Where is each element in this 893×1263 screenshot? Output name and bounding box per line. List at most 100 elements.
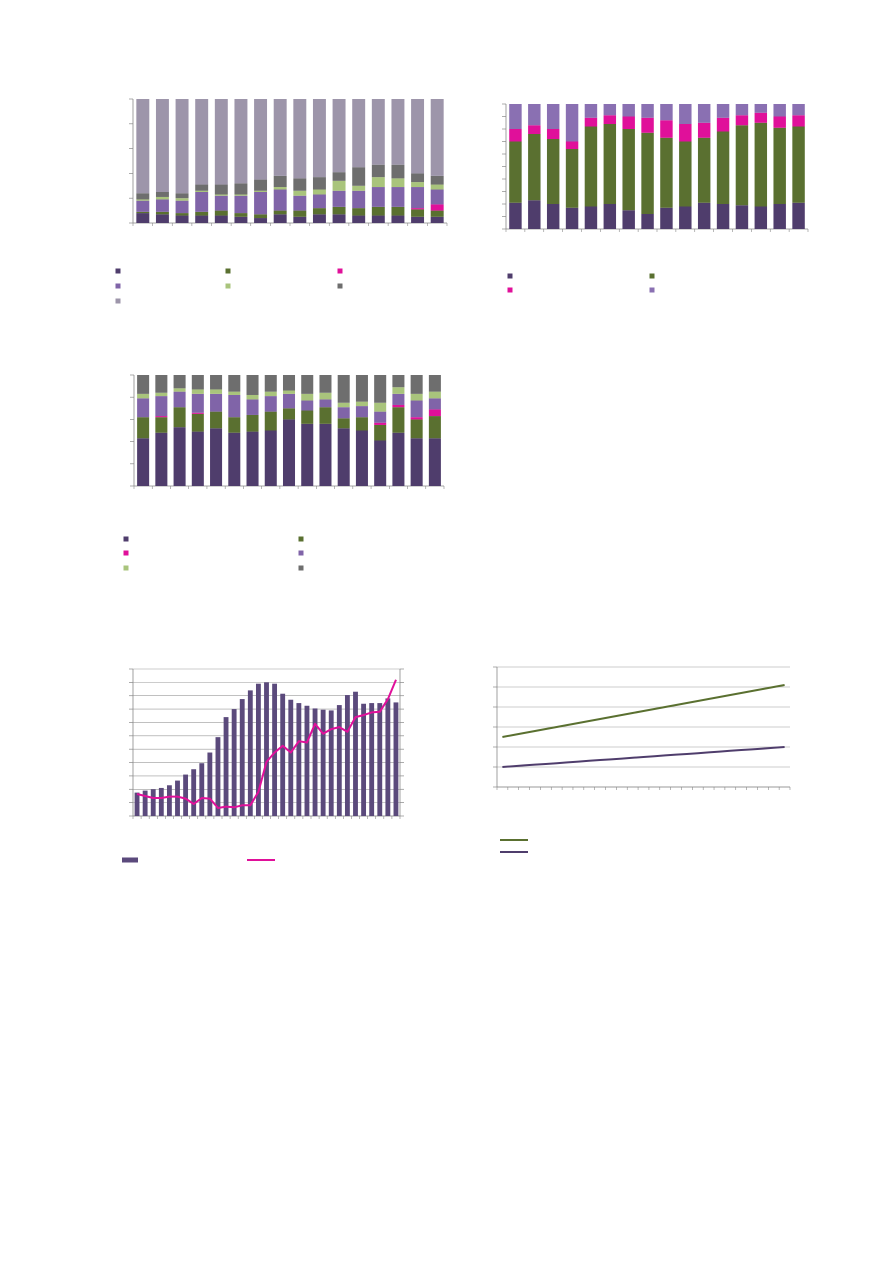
bar-segment [273,99,287,176]
bar-segment [136,193,150,200]
bar-segment [246,431,259,486]
bar-segment [293,210,307,217]
bar-segment [622,116,635,129]
bar-segment [754,104,768,113]
bar-segment [411,208,425,210]
legend-marker [298,550,304,556]
bar-segment [565,149,579,208]
bar-segment [660,207,673,229]
bar-segment [282,408,296,420]
bar-segment [679,206,692,229]
bar-segment [411,173,425,183]
bar-segment [155,432,168,486]
bar-segment [355,430,368,486]
bar-segment [697,202,711,229]
bar-segment [392,432,405,486]
bar-segment [228,375,241,392]
bar-segment [136,199,150,201]
bar-segment [319,392,332,400]
bar-segment [173,407,186,428]
bar-segment [155,417,168,433]
bar [369,703,375,816]
bar [150,789,156,816]
bar-segment [234,195,248,214]
bar-segment [282,390,296,394]
bar-segment [773,104,786,117]
bar-segment [546,104,560,129]
bar-segment [173,375,186,389]
bar [183,774,189,816]
bar-segment [355,417,368,431]
bar-segment [584,206,598,229]
bar-segment [293,195,307,211]
bar-segment [155,375,168,393]
bar-segment [210,411,223,429]
bar-segment [716,117,730,132]
bar-segment [254,190,268,192]
bar-segment [273,187,287,190]
bar-segment [528,125,541,134]
bar-segment [410,419,423,439]
bar-segment [137,375,150,394]
bar-segment [352,167,366,186]
line [136,679,397,809]
bar-segment [175,193,189,199]
bar [296,703,302,816]
bar-segment [352,99,366,168]
bar-segment [428,398,441,410]
bar-segment [754,122,768,207]
bar-segment [319,423,332,486]
bar-segment [410,417,423,420]
bar-segment [155,392,168,397]
bar-segment [584,104,598,118]
bar-segment [371,187,385,207]
bar-segment [228,391,241,395]
bar-segment [374,440,387,486]
bar-segment [234,213,248,217]
bar [393,702,399,816]
bar [231,709,237,816]
bar-segment [371,215,385,223]
legend-marker [649,287,655,293]
bar-segment [410,400,423,418]
bar-segment [641,214,654,229]
bar-segment [228,417,241,433]
bar-segment [312,189,326,195]
bar-segment [374,424,387,441]
bar-segment [337,428,350,486]
bar-segment [195,190,209,192]
bar-segment [410,375,423,394]
bar-segment [195,184,209,191]
bar-segment [246,375,259,395]
bar-segment [410,393,423,401]
bar-segment [622,104,635,117]
bar-segment [175,198,189,201]
bar-segment [136,200,150,212]
bar-segment [430,210,444,217]
bar-segment [136,213,150,223]
bar-segment [191,393,204,413]
bar-segment [273,189,287,211]
bar-segment [430,175,444,185]
bar-segment [660,104,673,121]
bar-segment [155,396,168,417]
bar-segment [332,190,346,207]
bar-segment [528,134,541,201]
bar [353,691,358,816]
bar-segment [428,391,441,399]
bar-segment [332,172,346,181]
bar [166,785,172,816]
bar-segment [660,120,673,138]
bar-segment [234,183,248,195]
bar-segment [411,182,425,188]
bar-segment [660,137,673,208]
bar-segment [371,164,385,178]
bar-segment [773,127,786,204]
legend-marker [337,283,343,289]
bar-segment [264,411,277,431]
bar-segment [603,204,617,229]
bar-segment [565,104,579,142]
bar-segment [175,215,189,223]
bar-segment [246,394,259,400]
